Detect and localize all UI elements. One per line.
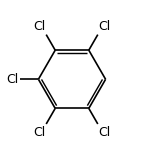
Text: Cl: Cl (33, 126, 45, 139)
Text: Cl: Cl (99, 126, 111, 139)
Text: Cl: Cl (6, 73, 19, 86)
Text: Cl: Cl (33, 20, 45, 33)
Text: Cl: Cl (99, 20, 111, 33)
